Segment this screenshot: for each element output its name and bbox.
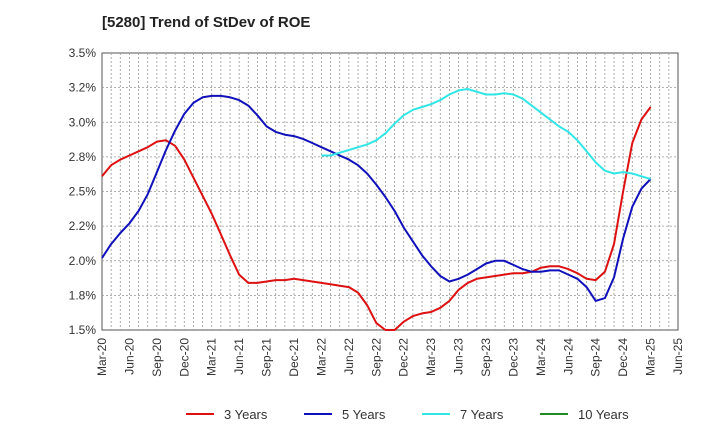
legend-label-3-years: 3 Years [224,407,268,422]
x-tick-label: Jun-21 [232,338,246,375]
legend: 3 Years 5 Years 7 Years 10 Years [186,407,629,422]
legend-label-5-years: 5 Years [342,407,386,422]
series-lines [101,88,652,331]
x-tick-label: Dec-21 [287,338,301,377]
grid-lines [102,53,678,330]
x-tick-label: Sep-20 [150,338,164,377]
y-tick-label: 3.5% [69,46,97,60]
x-tick-label: Dec-20 [177,338,191,377]
x-tick-label: Sep-21 [260,338,274,377]
x-tick-label: Jun-24 [561,338,575,375]
x-tick-label: Jun-25 [671,338,685,375]
legend-label-7-years: 7 Years [460,407,504,422]
x-tick-label: Dec-22 [397,338,411,377]
x-axis-tick-labels: Mar-20 Jun-20 Sep-20 Dec-20 Mar-21 Jun-21 Sep-… [95,338,685,377]
y-tick-label: 3.2% [69,81,97,95]
y-tick-label: 2.8% [69,150,97,164]
x-tick-label: Sep-22 [369,338,383,377]
series-line-3-years [101,106,652,331]
x-tick-label: Sep-24 [589,338,603,377]
x-tick-label: Jun-23 [452,338,466,375]
x-tick-label: Mar-23 [424,338,438,376]
legend-label-10-years: 10 Years [578,407,629,422]
series-line-7-years [321,88,651,180]
x-tick-label: Mar-22 [314,338,328,376]
chart-title: [5280] Trend of StDev of ROE [102,14,311,31]
y-axis-tick-labels: 1.5% 1.8% 2.0% 2.2% 2.5% 2.8% 3.0% 3.2% 3.5% [69,46,97,337]
y-tick-label: 1.5% [69,323,97,337]
x-tick-label: Mar-21 [205,338,219,376]
y-tick-label: 2.5% [69,185,97,199]
y-tick-label: 2.2% [69,219,97,233]
y-tick-label: 3.0% [69,115,97,129]
x-tick-label: Sep-23 [479,338,493,377]
x-tick-label: Jun-22 [342,338,356,375]
x-tick-label: Dec-24 [616,338,630,377]
x-tick-label: Mar-25 [644,338,658,376]
x-tick-label: Mar-24 [534,338,548,376]
x-tick-label: Jun-20 [122,338,136,375]
series-line-5-years [101,94,652,302]
x-tick-label: Mar-20 [95,338,109,376]
y-tick-label: 2.0% [69,254,97,268]
y-tick-label: 1.8% [69,288,97,302]
x-tick-label: Dec-23 [506,338,520,377]
